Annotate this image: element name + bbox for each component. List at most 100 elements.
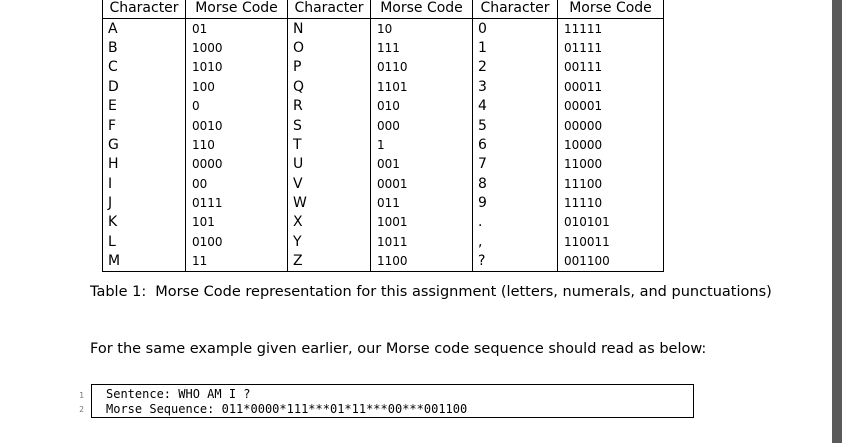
table-row: A 01 N 10 0 11111 xyxy=(102,18,664,39)
row-character: L xyxy=(102,232,186,253)
row-character: D xyxy=(102,77,186,97)
row-character: 5 xyxy=(472,116,558,136)
row-morse-code: 1001 xyxy=(370,213,473,233)
row-morse-code: 0111 xyxy=(185,193,288,214)
code-listing: Sentence: WHO AM I ? Morse Sequence: 011… xyxy=(91,384,694,418)
viewer-scrollbar-gutter[interactable] xyxy=(832,0,842,443)
row-morse-code: 1011 xyxy=(370,232,473,253)
caption-number: Table 1: xyxy=(90,284,147,300)
row-morse-code: 1010 xyxy=(185,58,288,78)
table-row: K 101 X 1001. 010101 xyxy=(102,213,664,233)
row-morse-code: 110 xyxy=(185,135,288,156)
row-character: N xyxy=(287,18,371,39)
table-row: D 100 Q 1101 3 00011 xyxy=(102,77,664,97)
header-morse-code: Morse Code xyxy=(370,0,473,20)
row-morse-code: 0110 xyxy=(370,58,473,78)
row-morse-code: 00111 xyxy=(564,60,603,75)
row-character: 8 xyxy=(472,174,558,194)
row-morse-code: 11000 xyxy=(564,157,603,172)
table-row: C 1010 P 0110 2 00111 xyxy=(102,58,664,78)
row-character: 0 xyxy=(472,18,558,39)
row-morse-code: 00001 xyxy=(564,99,603,114)
row-morse-code: 11111 xyxy=(564,21,603,36)
row-character: O xyxy=(287,38,371,59)
row-character: 4 xyxy=(472,96,558,117)
header-morse-code: Morse Code xyxy=(557,0,664,20)
row-morse-code: 00000 xyxy=(564,118,603,133)
row-character: R xyxy=(287,96,371,117)
body-paragraph: For the same example given earlier, our … xyxy=(90,341,707,357)
header-character: Character xyxy=(102,0,186,20)
row-character: V xyxy=(287,174,371,194)
row-morse-code: 001100 xyxy=(564,254,610,269)
row-character: Y xyxy=(287,232,371,253)
header-morse-code: Morse Code xyxy=(185,0,288,20)
row-morse-code: 010101 xyxy=(564,215,610,230)
table-row: B 1000 O 111 1 01111 xyxy=(102,38,664,59)
table-row: M 11 Z 1100? 001100 xyxy=(102,252,664,272)
table-row: H 0000 U 001 7 11000 xyxy=(102,155,664,175)
table-row: L 0100 Y 1011, 110011 xyxy=(102,232,664,253)
table-header-row: Character Morse Code Character Morse Cod… xyxy=(102,0,664,20)
row-character: 1 xyxy=(472,38,558,59)
row-morse-code: 11 xyxy=(185,252,288,272)
morse-code-table: Character Morse Code Character Morse Cod… xyxy=(102,0,664,273)
row-morse-code: 10 xyxy=(370,18,473,39)
row-morse-code: 10000 xyxy=(564,137,603,152)
table-row: I 00 V 0001 8 11100 xyxy=(102,174,664,194)
row-character: K xyxy=(102,213,186,233)
row-character: W xyxy=(287,193,371,214)
code-line: Morse Sequence: 011*0000*111***01*11***0… xyxy=(106,402,468,416)
row-character: S xyxy=(287,116,371,136)
row-character: 3 xyxy=(472,77,558,97)
row-morse-code: 11110 xyxy=(564,196,603,211)
row-morse-code: 010 xyxy=(370,96,473,117)
header-character: Character xyxy=(287,0,371,20)
row-morse-code: 01 xyxy=(185,18,288,39)
row-character: C xyxy=(102,58,186,78)
row-morse-code: 0 xyxy=(185,96,288,117)
table-row: J 0111 W 011 9 11110 xyxy=(102,193,664,214)
row-morse-code: 00011 xyxy=(564,79,603,94)
caption-text: Morse Code representation for this assig… xyxy=(155,284,772,300)
table-row: G 110 T 1 6 10000 xyxy=(102,135,664,156)
row-character: G xyxy=(102,135,186,156)
row-morse-code: 001 xyxy=(370,155,473,175)
line-number: 1 xyxy=(79,391,84,400)
row-character: . xyxy=(472,213,558,233)
row-character: T xyxy=(287,135,371,156)
row-character: B xyxy=(102,38,186,59)
row-character: A xyxy=(102,18,186,39)
table-row: E 0 R 010 4 00001 xyxy=(102,96,664,117)
row-character: H xyxy=(102,155,186,175)
row-character: 9 xyxy=(472,193,558,214)
row-character: F xyxy=(102,116,186,136)
row-morse-code: 1 xyxy=(370,135,473,156)
table-row: F 0010 S 000 5 00000 xyxy=(102,116,664,136)
line-number: 2 xyxy=(79,405,84,414)
row-morse-code: 111 xyxy=(370,38,473,59)
row-character: E xyxy=(102,96,186,117)
row-character: M xyxy=(102,252,186,272)
row-morse-code: 11100 xyxy=(564,176,603,191)
row-morse-code: 1000 xyxy=(185,38,288,59)
row-morse-code: 101 xyxy=(185,213,288,233)
table-caption: Table 1: Morse Code representation for th… xyxy=(90,284,772,300)
row-morse-code: 110011 xyxy=(564,234,610,249)
row-morse-code: 00 xyxy=(185,174,288,194)
row-morse-code: 01111 xyxy=(564,40,603,55)
row-morse-code: 0010 xyxy=(185,116,288,136)
row-morse-code: 000 xyxy=(370,116,473,136)
row-character: 2 xyxy=(472,58,558,78)
row-character: U xyxy=(287,155,371,175)
row-morse-code: 011 xyxy=(370,193,473,214)
header-character: Character xyxy=(472,0,558,20)
row-character: P xyxy=(287,58,371,78)
row-morse-code: 100 xyxy=(185,77,288,97)
row-character: Q xyxy=(287,77,371,97)
code-line: Sentence: WHO AM I ? xyxy=(106,387,251,401)
row-character: I xyxy=(102,174,186,194)
row-character: Z xyxy=(287,252,371,272)
row-character: ? xyxy=(472,252,558,272)
row-character: 6 xyxy=(472,135,558,156)
